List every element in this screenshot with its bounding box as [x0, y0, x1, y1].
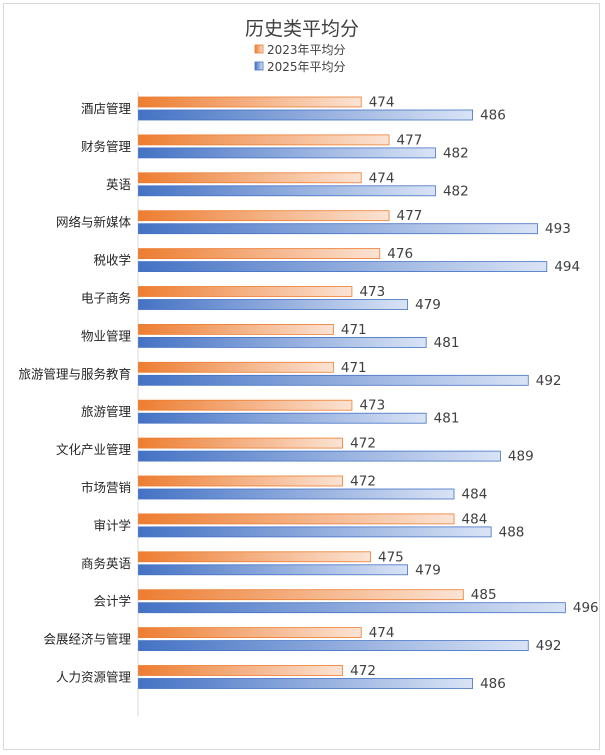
category-label: 旅游管理与服务教育: [18, 366, 131, 381]
data-label-2025: 492: [536, 373, 562, 389]
chart-title: 历史类平均分: [245, 18, 359, 40]
legend: 2023年平均分 2025年平均分: [254, 43, 346, 74]
bar-2023: [138, 96, 362, 108]
bar-2023: [138, 134, 390, 146]
bar-2023: [138, 551, 371, 563]
bar-chart: 历史类平均分 2023年平均分 2025年平均分 酒店管理 474 486 财务管理 4…: [18, 18, 599, 716]
bar-2023: [138, 210, 390, 222]
data-label-2025: 482: [443, 145, 469, 161]
bar-2025: [138, 488, 455, 500]
data-label-2023: 472: [350, 474, 376, 490]
category-label: 会计学: [93, 594, 131, 609]
legend-swatch-2023: [254, 44, 264, 54]
category-label: 商务英语: [81, 556, 131, 571]
bar-2025: [138, 109, 473, 121]
category-label: 物业管理: [81, 328, 132, 343]
bar-2025: [138, 185, 436, 197]
category-label: 财务管理: [81, 139, 132, 154]
legend-label-2025: 2025年平均分: [267, 60, 346, 74]
data-label-2023: 484: [462, 511, 488, 527]
data-label-2025: 479: [415, 562, 441, 578]
data-label-2023: 485: [471, 587, 497, 603]
bar-2025: [138, 147, 436, 159]
data-label-2025: 486: [480, 676, 506, 692]
bar-2023: [138, 627, 362, 638]
bar-2025: [138, 640, 529, 651]
bar-2025: [138, 223, 538, 235]
bar-2023: [138, 172, 362, 184]
bar-2023: [138, 437, 344, 449]
category-label: 文化产业管理: [56, 442, 132, 457]
bar-2023: [138, 361, 334, 373]
category-label: 酒店管理: [81, 101, 132, 116]
category-label: 网络与新媒体: [56, 215, 132, 230]
bar-2025: [138, 336, 427, 348]
bar-2023: [138, 665, 344, 676]
bar-2025: [138, 299, 409, 310]
data-label-2025: 493: [545, 221, 571, 237]
chart-frame: 历史类平均分 2023年平均分 2025年平均分 酒店管理 474 486 财务管理 4…: [3, 3, 600, 750]
bar-2025: [138, 564, 409, 576]
data-label-2025: 479: [415, 297, 441, 313]
bar-2025: [138, 374, 529, 386]
data-label-2023: 474: [369, 625, 395, 641]
category-label: 电子商务: [81, 291, 131, 306]
bar-2025: [138, 602, 566, 614]
data-label-2023: 477: [397, 132, 423, 148]
data-label-2023: 471: [341, 360, 367, 376]
bar-2025: [138, 678, 473, 689]
data-label-2025: 492: [536, 638, 562, 654]
data-label-2023: 476: [387, 246, 413, 262]
data-label-2025: 489: [508, 449, 534, 465]
category-label: 审计学: [93, 518, 131, 533]
bar-2025: [138, 526, 492, 538]
data-label-2025: 486: [480, 108, 506, 124]
data-label-2025: 496: [573, 600, 599, 616]
category-label: 税收学: [93, 253, 131, 268]
bar-2023: [138, 399, 353, 411]
category-label: 会展经济与管理: [43, 632, 131, 647]
data-label-2023: 475: [378, 549, 404, 565]
data-label-2025: 484: [462, 487, 488, 503]
bar-2025: [138, 412, 427, 424]
bar-2025: [138, 261, 548, 273]
category-label: 旅游管理: [81, 404, 132, 419]
data-label-2023: 473: [359, 284, 385, 300]
data-label-2023: 472: [350, 436, 376, 452]
bars-group: 酒店管理 474 486 财务管理 477 482 英语 474 482 网络与新媒体 477 493…: [18, 95, 598, 693]
data-label-2023: 471: [341, 322, 367, 338]
bar-2023: [138, 513, 455, 525]
legend-label-2023: 2023年平均分: [267, 43, 346, 57]
bar-2023: [138, 475, 344, 487]
data-label-2023: 473: [359, 398, 385, 414]
category-label: 市场营销: [81, 480, 131, 495]
data-label-2023: 472: [350, 663, 376, 679]
category-label: 英语: [106, 177, 131, 192]
data-label-2023: 474: [369, 95, 395, 111]
legend-swatch-2025: [254, 61, 264, 71]
bar-2025: [138, 450, 501, 462]
data-label-2025: 481: [434, 411, 460, 427]
bar-2023: [138, 589, 464, 601]
bar-2023: [138, 323, 334, 335]
data-label-2025: 494: [554, 259, 580, 275]
data-label-2025: 482: [443, 183, 469, 199]
data-label-2023: 477: [397, 208, 423, 224]
data-label-2023: 474: [369, 170, 395, 186]
bar-2023: [138, 286, 353, 297]
data-label-2025: 488: [499, 524, 525, 540]
bar-2023: [138, 248, 381, 260]
category-label: 人力资源管理: [56, 670, 132, 685]
data-label-2025: 481: [434, 335, 460, 351]
